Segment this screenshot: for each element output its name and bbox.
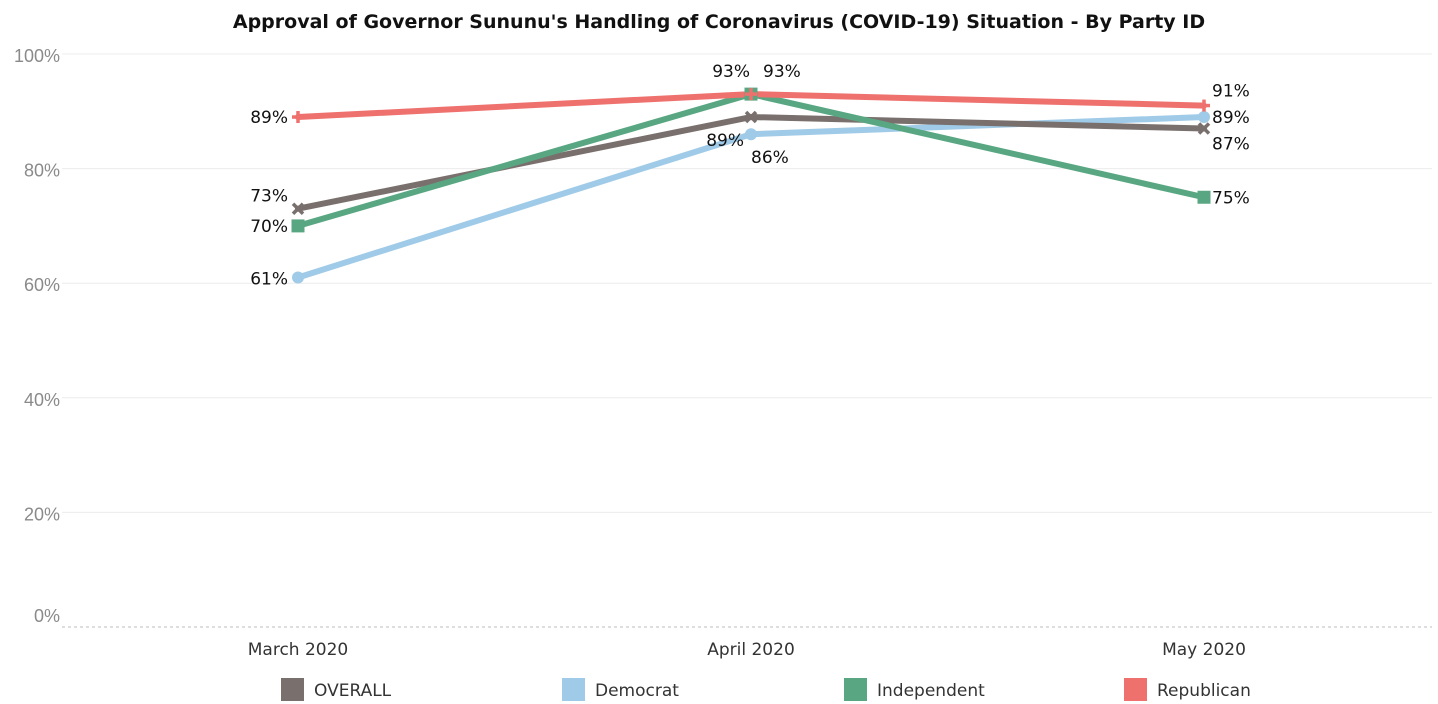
data-label: 73% [250,187,288,207]
data-label: 89% [1212,108,1250,128]
data-label: 91% [1212,82,1250,102]
data-label: 89% [706,131,744,151]
data-label: 89% [250,108,288,128]
data-label: 93% [763,62,801,82]
data-point [291,219,305,233]
legend-swatch [562,678,585,701]
legend-item: Republican [1124,678,1251,701]
x-axis: March 2020 April 2020 May 2020 [248,640,1246,660]
legend-item: OVERALL [281,678,392,701]
data-point [1198,99,1210,112]
data-label: 86% [751,148,789,168]
data-point [1197,122,1211,135]
legend-item: Democrat [562,678,679,701]
legend-swatch [281,678,304,701]
legend-label: Republican [1157,681,1251,701]
series-line [295,114,1207,281]
series-markers [291,87,1211,284]
grid [62,53,1432,628]
data-point [292,111,304,124]
y-tick-label: 60% [24,275,60,295]
series-lines [295,91,1207,281]
data-label: 70% [250,217,288,237]
data-point [291,202,305,215]
chart-title: Approval of Governor Sununu's Handling o… [233,11,1205,33]
data-labels: 73% 89% 87% 61% 86% 89% 70% 93% 75% 89% 93% 91% [250,62,1250,289]
legend-label: OVERALL [314,681,392,701]
data-label: 87% [1212,134,1250,154]
data-point [745,88,757,101]
y-tick-label: 0% [34,606,60,626]
legend-swatch [844,678,867,701]
data-point [745,128,757,141]
y-tick-label: 20% [24,504,60,524]
legend: OVERALL Democrat Independent Republican [281,678,1251,701]
legend-label: Independent [877,681,985,701]
data-label: 93% [712,62,750,82]
data-label: 75% [1212,188,1250,208]
x-tick-label: May 2020 [1162,640,1246,660]
legend-item: Independent [844,678,985,701]
x-tick-label: March 2020 [248,640,349,660]
y-axis: 0% 20% 40% 60% 80% 100% [14,46,60,626]
y-tick-label: 40% [24,390,60,410]
x-tick-label: April 2020 [707,640,795,660]
y-tick-label: 100% [14,46,60,66]
legend-swatch [1124,678,1147,701]
data-point [744,110,758,124]
legend-label: Democrat [595,681,679,701]
data-label: 61% [250,269,288,289]
data-point [1197,190,1211,204]
data-point [1198,111,1210,124]
y-tick-label: 80% [24,161,60,181]
data-point [292,271,304,284]
